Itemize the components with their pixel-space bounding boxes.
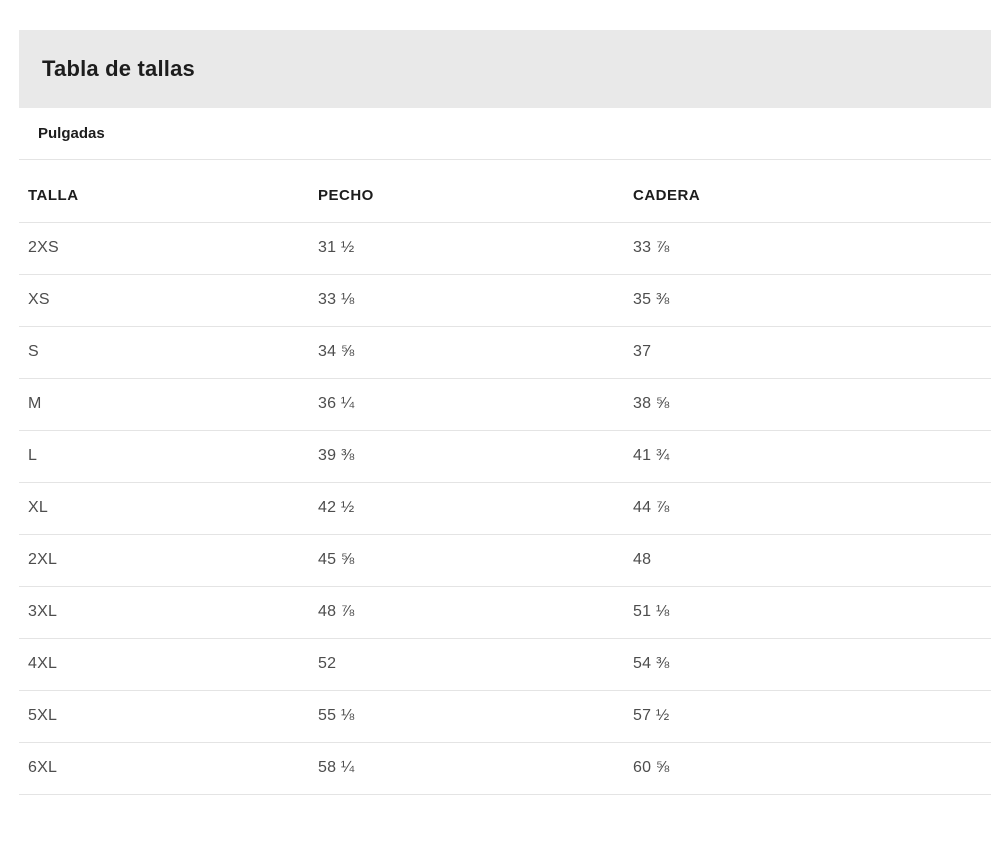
table-row: 2XL 45 ⅝ 48 (19, 534, 991, 587)
column-header-cadera: CADERA (624, 160, 991, 223)
size-chart-header: Tabla de tallas (19, 30, 991, 108)
size-chart-panel: Tabla de tallas Pulgadas TALLA PECHO CAD… (19, 30, 991, 795)
table-row: 4XL 52 54 ⅜ (19, 638, 991, 691)
cell-cadera: 60 ⅝ (624, 742, 991, 795)
cell-talla: 2XL (19, 534, 309, 587)
cell-talla: M (19, 378, 309, 431)
cell-pecho: 34 ⅝ (309, 326, 624, 379)
cell-cadera: 48 (624, 534, 991, 587)
table-row: 6XL 58 ¼ 60 ⅝ (19, 742, 991, 795)
size-table: TALLA PECHO CADERA 2XS 31 ½ 33 ⅞ XS 33 ⅛… (19, 160, 991, 795)
cell-pecho: 36 ¼ (309, 378, 624, 431)
cell-talla: 4XL (19, 638, 309, 691)
cell-pecho: 58 ¼ (309, 742, 624, 795)
cell-pecho: 45 ⅝ (309, 534, 624, 587)
unit-tab-pulgadas[interactable]: Pulgadas (38, 125, 105, 142)
cell-talla: XL (19, 482, 309, 535)
cell-pecho: 55 ⅛ (309, 690, 624, 743)
cell-cadera: 41 ¾ (624, 430, 991, 483)
table-row: 3XL 48 ⅞ 51 ⅛ (19, 586, 991, 639)
cell-pecho: 39 ⅜ (309, 430, 624, 483)
cell-cadera: 35 ⅜ (624, 274, 991, 327)
cell-pecho: 48 ⅞ (309, 586, 624, 639)
cell-talla: 2XS (19, 222, 309, 275)
unit-selector-row: Pulgadas (19, 108, 991, 160)
cell-talla: 3XL (19, 586, 309, 639)
cell-cadera: 57 ½ (624, 690, 991, 743)
cell-talla: 5XL (19, 690, 309, 743)
cell-cadera: 51 ⅛ (624, 586, 991, 639)
table-row: S 34 ⅝ 37 (19, 326, 991, 379)
cell-pecho: 42 ½ (309, 482, 624, 535)
table-row: XS 33 ⅛ 35 ⅜ (19, 274, 991, 327)
cell-talla: L (19, 430, 309, 483)
column-header-talla: TALLA (19, 160, 309, 223)
cell-cadera: 44 ⅞ (624, 482, 991, 535)
size-table-head: TALLA PECHO CADERA (19, 160, 991, 223)
table-row: 5XL 55 ⅛ 57 ½ (19, 690, 991, 743)
size-table-body: 2XS 31 ½ 33 ⅞ XS 33 ⅛ 35 ⅜ S 34 ⅝ 37 M 3… (19, 222, 991, 795)
table-row: M 36 ¼ 38 ⅝ (19, 378, 991, 431)
table-row: 2XS 31 ½ 33 ⅞ (19, 222, 991, 275)
cell-talla: XS (19, 274, 309, 327)
cell-talla: S (19, 326, 309, 379)
cell-talla: 6XL (19, 742, 309, 795)
cell-cadera: 37 (624, 326, 991, 379)
column-header-pecho: PECHO (309, 160, 624, 223)
page-title: Tabla de tallas (42, 56, 195, 81)
cell-cadera: 33 ⅞ (624, 222, 991, 275)
cell-cadera: 54 ⅜ (624, 638, 991, 691)
table-row: L 39 ⅜ 41 ¾ (19, 430, 991, 483)
cell-pecho: 52 (309, 638, 624, 691)
header-row: TALLA PECHO CADERA (19, 160, 991, 223)
cell-pecho: 33 ⅛ (309, 274, 624, 327)
cell-pecho: 31 ½ (309, 222, 624, 275)
table-row: XL 42 ½ 44 ⅞ (19, 482, 991, 535)
cell-cadera: 38 ⅝ (624, 378, 991, 431)
